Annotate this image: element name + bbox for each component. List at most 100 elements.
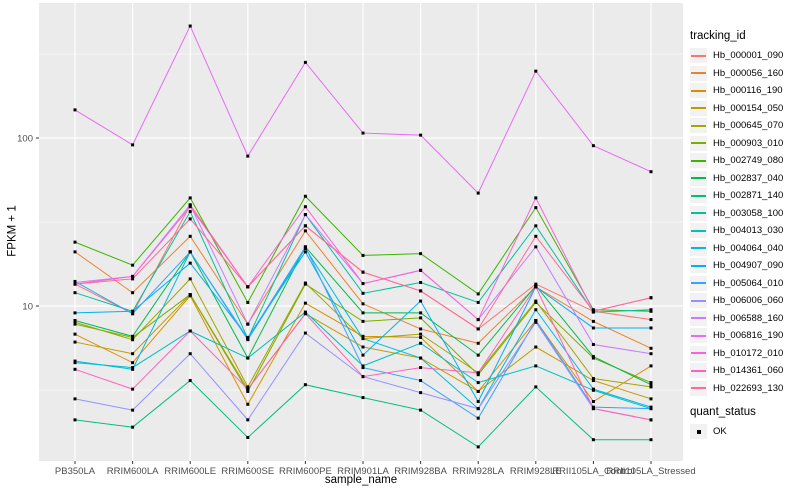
data-point	[476, 318, 480, 322]
data-point	[188, 217, 192, 221]
legend-label: Hb_003058_100	[713, 207, 784, 219]
data-point	[361, 270, 365, 274]
data-point	[246, 285, 250, 289]
legend-line-swatch	[691, 317, 706, 320]
data-point	[361, 302, 365, 306]
legend-item: Hb_002837_040	[690, 170, 800, 188]
data-point	[649, 397, 653, 401]
data-point	[131, 312, 135, 316]
legend-line-swatch	[691, 229, 706, 232]
data-point	[361, 131, 365, 135]
data-point	[476, 300, 480, 304]
legend-line-swatch	[691, 194, 706, 197]
legend-item: Hb_000001_090	[690, 47, 800, 65]
data-point	[303, 245, 307, 249]
data-point	[534, 308, 538, 312]
data-point	[131, 338, 135, 342]
data-point	[361, 291, 365, 295]
data-point	[246, 387, 250, 391]
data-point	[534, 320, 538, 324]
data-point	[246, 389, 250, 393]
data-point	[73, 340, 77, 344]
data-point	[188, 196, 192, 200]
data-point	[188, 205, 192, 209]
data-point	[476, 327, 480, 331]
data-point	[534, 69, 538, 73]
data-point	[649, 346, 653, 350]
data-point	[649, 326, 653, 330]
data-point	[188, 24, 192, 28]
data-point	[361, 337, 365, 341]
legend-item: Hb_000903_010	[690, 135, 800, 153]
data-point	[534, 345, 538, 349]
quant-legend-key	[690, 424, 707, 440]
data-point	[361, 345, 365, 349]
data-point	[303, 246, 307, 250]
data-point	[591, 326, 595, 330]
x-axis-title: sample_name	[324, 474, 398, 486]
data-point	[361, 282, 365, 286]
data-point	[476, 353, 480, 357]
data-point	[649, 381, 653, 385]
data-point	[419, 133, 423, 137]
x-tick-label: RRIM901LA	[337, 466, 389, 477]
legend-key	[690, 135, 707, 151]
square-point-icon	[696, 429, 701, 434]
legend-key	[690, 205, 707, 221]
data-point	[73, 332, 77, 336]
data-point	[131, 366, 135, 370]
data-point	[649, 438, 653, 442]
data-point	[534, 224, 538, 228]
data-point	[246, 322, 250, 326]
legend-key	[690, 188, 707, 204]
data-point	[73, 367, 77, 371]
y-tick-label: 100	[17, 134, 33, 145]
data-point	[303, 213, 307, 217]
data-point	[476, 381, 480, 385]
legend-label: Hb_005064_010	[713, 277, 784, 289]
legend-line-swatch	[691, 264, 706, 267]
legend-label: Hb_000116_190	[713, 85, 783, 97]
data-point	[361, 353, 365, 357]
data-point	[419, 366, 423, 370]
legend-line-swatch	[691, 299, 706, 302]
data-point	[73, 318, 77, 322]
legend-key	[690, 345, 707, 361]
data-point	[73, 291, 77, 295]
data-point	[188, 261, 192, 265]
legend-label: Hb_004064_040	[713, 242, 784, 254]
data-point	[649, 418, 653, 422]
data-point	[131, 334, 135, 338]
data-point	[73, 281, 77, 285]
legend-key	[690, 153, 707, 169]
data-point	[476, 292, 480, 296]
data-point	[476, 371, 480, 375]
data-point	[303, 250, 307, 254]
data-point	[73, 397, 77, 401]
data-point	[303, 383, 307, 387]
data-point	[303, 224, 307, 228]
data-point	[534, 300, 538, 304]
legend-line-swatch	[691, 212, 706, 215]
legend-key	[690, 223, 707, 239]
data-point	[534, 318, 538, 322]
data-point	[131, 387, 135, 391]
legend-label: Hb_000154_050	[713, 102, 784, 114]
legend-label: Hb_002871_140	[713, 190, 784, 202]
y-tick-label: 10	[22, 302, 33, 313]
data-point	[361, 366, 365, 370]
legend-title-quant-status: quant_status	[690, 406, 756, 418]
legend-key	[690, 48, 707, 64]
legend-line-swatch	[691, 89, 706, 92]
data-point	[188, 352, 192, 356]
data-point	[131, 277, 135, 281]
legend-label: Hb_006588_160	[713, 312, 784, 324]
legend-item: Hb_006588_160	[690, 310, 800, 328]
legend-line-swatch	[691, 352, 706, 355]
data-point	[246, 337, 250, 341]
legend-line-swatch	[691, 124, 706, 127]
legend-item: Hb_004907_090	[690, 257, 800, 275]
data-point	[73, 359, 77, 363]
data-point	[73, 418, 77, 422]
